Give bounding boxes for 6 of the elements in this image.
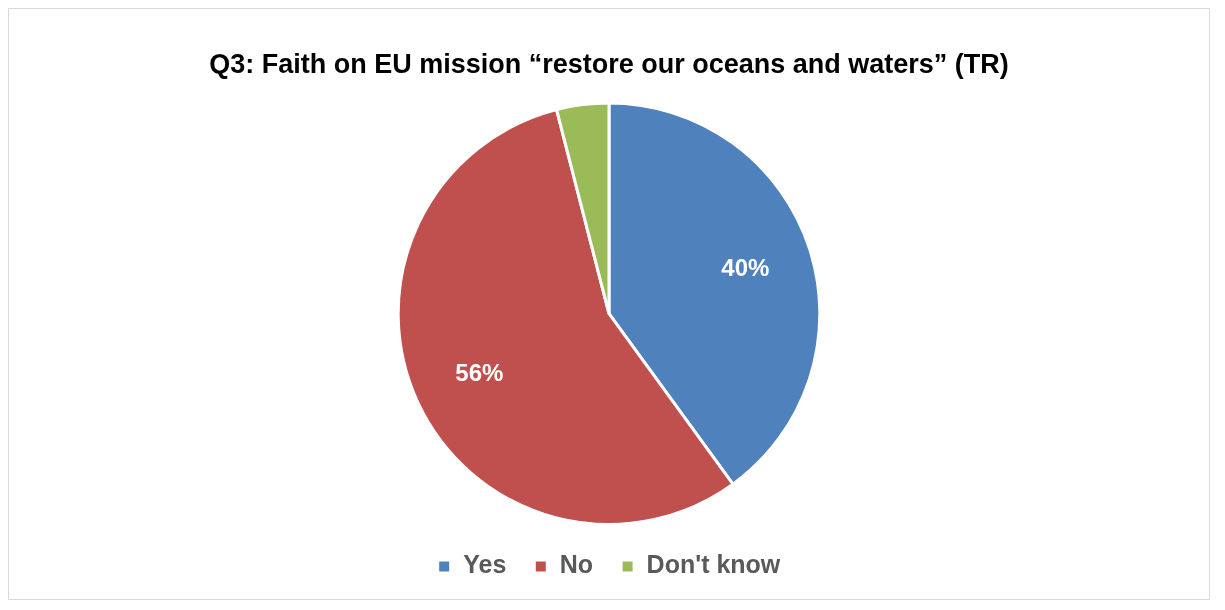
legend-label: No [559, 550, 594, 579]
legend-label: Don't know [646, 550, 781, 579]
data-label: 56% [455, 359, 504, 387]
chart-title: Q3: Faith on EU mission “restore our oceans and waters” (TR) [209, 48, 1009, 79]
legend-label: Yes [463, 550, 507, 579]
data-label: 40% [721, 254, 770, 282]
